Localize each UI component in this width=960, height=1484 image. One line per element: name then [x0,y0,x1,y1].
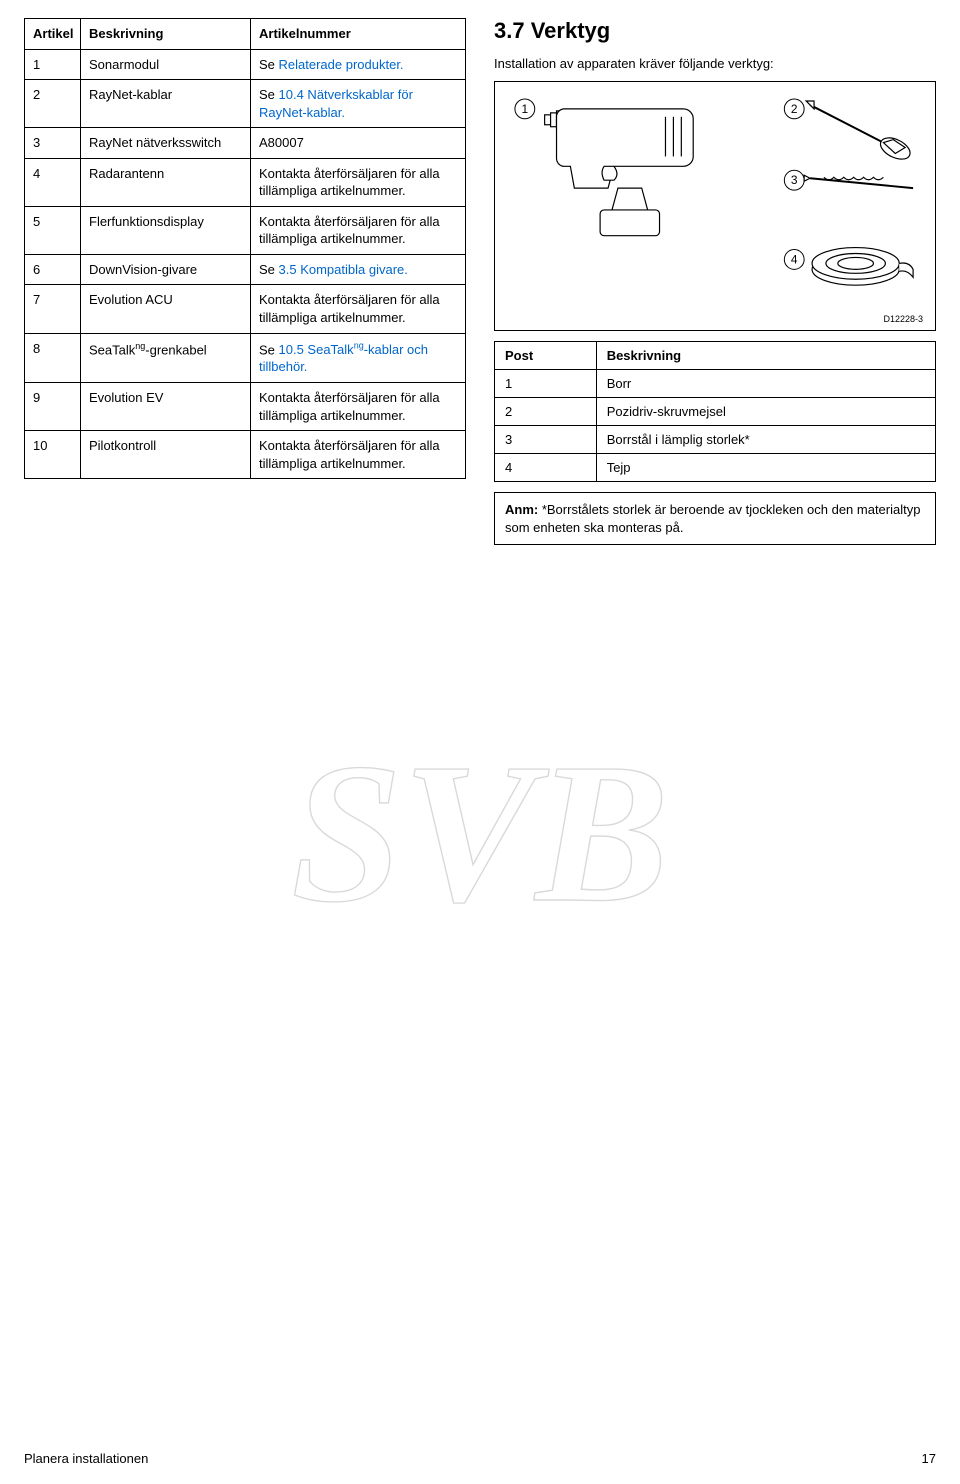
callout-3: 3 [791,173,798,187]
cell-artikel: 6 [25,254,81,285]
cell-artikelnummer: Kontakta återförsäljaren för alla tilläm… [251,431,466,479]
left-column: Artikel Beskrivning Artikelnummer 1Sonar… [24,18,466,545]
cell-artikelnummer: Kontakta återförsäljaren för alla tilläm… [251,285,466,333]
note-label: Anm: [505,502,538,517]
screwdriver-icon [806,101,913,164]
drill-bit-icon [804,175,913,188]
article-table: Artikel Beskrivning Artikelnummer 1Sonar… [24,18,466,479]
cell-beskrivning: RayNet-kablar [81,80,251,128]
cell-artikel: 3 [25,128,81,159]
table-row: 1Borr [495,370,936,398]
cell-beskrivning: Evolution ACU [81,285,251,333]
table-row: 3RayNet nätverksswitchA80007 [25,128,466,159]
cell-artikelnummer: Se 10.5 SeaTalkng-kablar och tillbehör. [251,333,466,382]
cell-beskrivning: Pozidriv-skruvmejsel [596,398,935,426]
cell-artikel: 9 [25,382,81,430]
cell-artikelnummer: Kontakta återförsäljaren för alla tilläm… [251,382,466,430]
table-row: 1SonarmodulSe Relaterade produkter. [25,49,466,80]
cell-artikelnummer: Se Relaterade produkter. [251,49,466,80]
cell-beskrivning: Evolution EV [81,382,251,430]
header-artikel: Artikel [25,19,81,50]
cell-beskrivning: RayNet nätverksswitch [81,128,251,159]
callout-4: 4 [791,252,798,266]
cell-beskrivning: Pilotkontroll [81,431,251,479]
cell-artikelnummer: A80007 [251,128,466,159]
cell-beskrivning: Radarantenn [81,158,251,206]
table-row: 10PilotkontrollKontakta återförsäljaren … [25,431,466,479]
cell-artikel: 10 [25,431,81,479]
tools-diagram-svg: 1 2 3 4 [507,92,923,312]
right-column: 3.7 Verktyg Installation av apparaten kr… [494,18,936,545]
callout-2: 2 [791,102,798,116]
footer-left: Planera installationen [24,1451,148,1466]
table-row: 5FlerfunktionsdisplayKontakta återförsäl… [25,206,466,254]
tools-header-row: Post Beskrivning [495,342,936,370]
tape-icon [812,248,913,286]
cell-artikel: 7 [25,285,81,333]
cell-artikelnummer: Se 3.5 Kompatibla givare. [251,254,466,285]
header-beskrivning: Beskrivning [81,19,251,50]
cell-artikelnummer: Kontakta återförsäljaren för alla tilläm… [251,206,466,254]
table-row: 9Evolution EVKontakta återförsäljaren fö… [25,382,466,430]
cell-beskrivning: Tejp [596,454,935,482]
table-row: 2RayNet-kablarSe 10.4 Nätverkskablar för… [25,80,466,128]
cell-beskrivning: Flerfunktionsdisplay [81,206,251,254]
link-text: 10.5 SeaTalkng-kablar och tillbehör. [259,342,428,375]
drill-icon [545,109,694,236]
cell-artikel: 2 [25,80,81,128]
table-row: 6DownVision-givareSe 3.5 Kompatibla giva… [25,254,466,285]
cell-beskrivning: SeaTalkng-grenkabel [81,333,251,382]
cell-artikelnummer: Se 10.4 Nätverkskablar för RayNet-kablar… [251,80,466,128]
watermark-text: SVB [291,730,669,944]
cell-beskrivning: DownVision-givare [81,254,251,285]
link-text: 10.4 Nätverkskablar för RayNet-kablar. [259,87,413,120]
table-row: 2Pozidriv-skruvmejsel [495,398,936,426]
svb-watermark: SVB [200,730,760,950]
header-artikelnummer: Artikelnummer [251,19,466,50]
cell-beskrivning: Borrstål i lämplig storlek* [596,426,935,454]
diagram-ref: D12228-3 [507,314,923,324]
page-footer: Planera installationen 17 [24,1451,936,1466]
cell-artikel: 4 [25,158,81,206]
cell-artikel: 1 [25,49,81,80]
cell-post: 1 [495,370,597,398]
cell-post: 3 [495,426,597,454]
tools-header-post: Post [495,342,597,370]
table-row: 7Evolution ACUKontakta återförsäljaren f… [25,285,466,333]
cell-artikelnummer: Kontakta återförsäljaren för alla tilläm… [251,158,466,206]
table-row: 4Tejp [495,454,936,482]
cell-artikel: 8 [25,333,81,382]
section-heading: 3.7 Verktyg [494,18,936,44]
table-row: 3Borrstål i lämplig storlek* [495,426,936,454]
cell-beskrivning: Sonarmodul [81,49,251,80]
table-header-row: Artikel Beskrivning Artikelnummer [25,19,466,50]
cell-artikel: 5 [25,206,81,254]
tools-diagram: 1 2 3 4 [494,81,936,331]
link-text: Relaterade produkter. [279,57,404,72]
link-text: 3.5 Kompatibla givare. [279,262,408,277]
table-row: 4RadarantennKontakta återförsäljaren för… [25,158,466,206]
note-text: *Borrstålets storlek är beroende av tjoc… [505,502,920,535]
callout-1: 1 [522,102,529,116]
table-row: 8SeaTalkng-grenkabelSe 10.5 SeaTalkng-ka… [25,333,466,382]
note-box: Anm: *Borrstålets storlek är beroende av… [494,492,936,545]
cell-post: 2 [495,398,597,426]
cell-beskrivning: Borr [596,370,935,398]
section-intro: Installation av apparaten kräver följand… [494,56,936,71]
tools-table: Post Beskrivning 1Borr2Pozidriv-skruvmej… [494,341,936,482]
cell-post: 4 [495,454,597,482]
footer-right: 17 [922,1451,936,1466]
tools-header-beskrivning: Beskrivning [596,342,935,370]
